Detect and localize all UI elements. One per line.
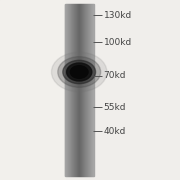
Bar bbox=[84, 4, 85, 176]
Bar bbox=[77, 4, 78, 176]
Ellipse shape bbox=[58, 57, 101, 87]
Bar bbox=[90, 4, 91, 176]
Bar bbox=[80, 4, 81, 176]
Bar bbox=[69, 4, 70, 176]
Bar bbox=[67, 4, 68, 176]
Bar bbox=[79, 4, 80, 176]
Bar bbox=[75, 4, 76, 176]
Bar bbox=[87, 4, 88, 176]
Bar bbox=[83, 4, 84, 176]
Bar bbox=[70, 4, 71, 176]
Bar bbox=[65, 4, 66, 176]
Bar bbox=[73, 4, 74, 176]
Ellipse shape bbox=[63, 60, 96, 84]
Ellipse shape bbox=[51, 52, 107, 92]
Bar bbox=[93, 4, 94, 176]
Bar bbox=[71, 4, 72, 176]
Text: 70kd: 70kd bbox=[103, 71, 126, 80]
Bar bbox=[78, 4, 79, 176]
Bar bbox=[74, 4, 75, 176]
Bar bbox=[85, 4, 86, 176]
Bar bbox=[72, 4, 73, 176]
Bar bbox=[88, 4, 89, 176]
Bar bbox=[66, 4, 67, 176]
Bar bbox=[89, 4, 90, 176]
Bar bbox=[92, 4, 93, 176]
Text: 100kd: 100kd bbox=[103, 38, 132, 47]
Bar bbox=[81, 4, 82, 176]
Text: 40kd: 40kd bbox=[103, 127, 126, 136]
Ellipse shape bbox=[67, 63, 92, 81]
Bar bbox=[76, 4, 77, 176]
Bar bbox=[0, 0, 65, 180]
Bar bbox=[91, 4, 92, 176]
Bar bbox=[94, 0, 180, 180]
Bar bbox=[86, 4, 87, 176]
Text: 55kd: 55kd bbox=[103, 103, 126, 112]
Bar bbox=[68, 4, 69, 176]
Bar bbox=[82, 4, 83, 176]
Ellipse shape bbox=[70, 66, 88, 78]
Text: 130kd: 130kd bbox=[103, 11, 132, 20]
